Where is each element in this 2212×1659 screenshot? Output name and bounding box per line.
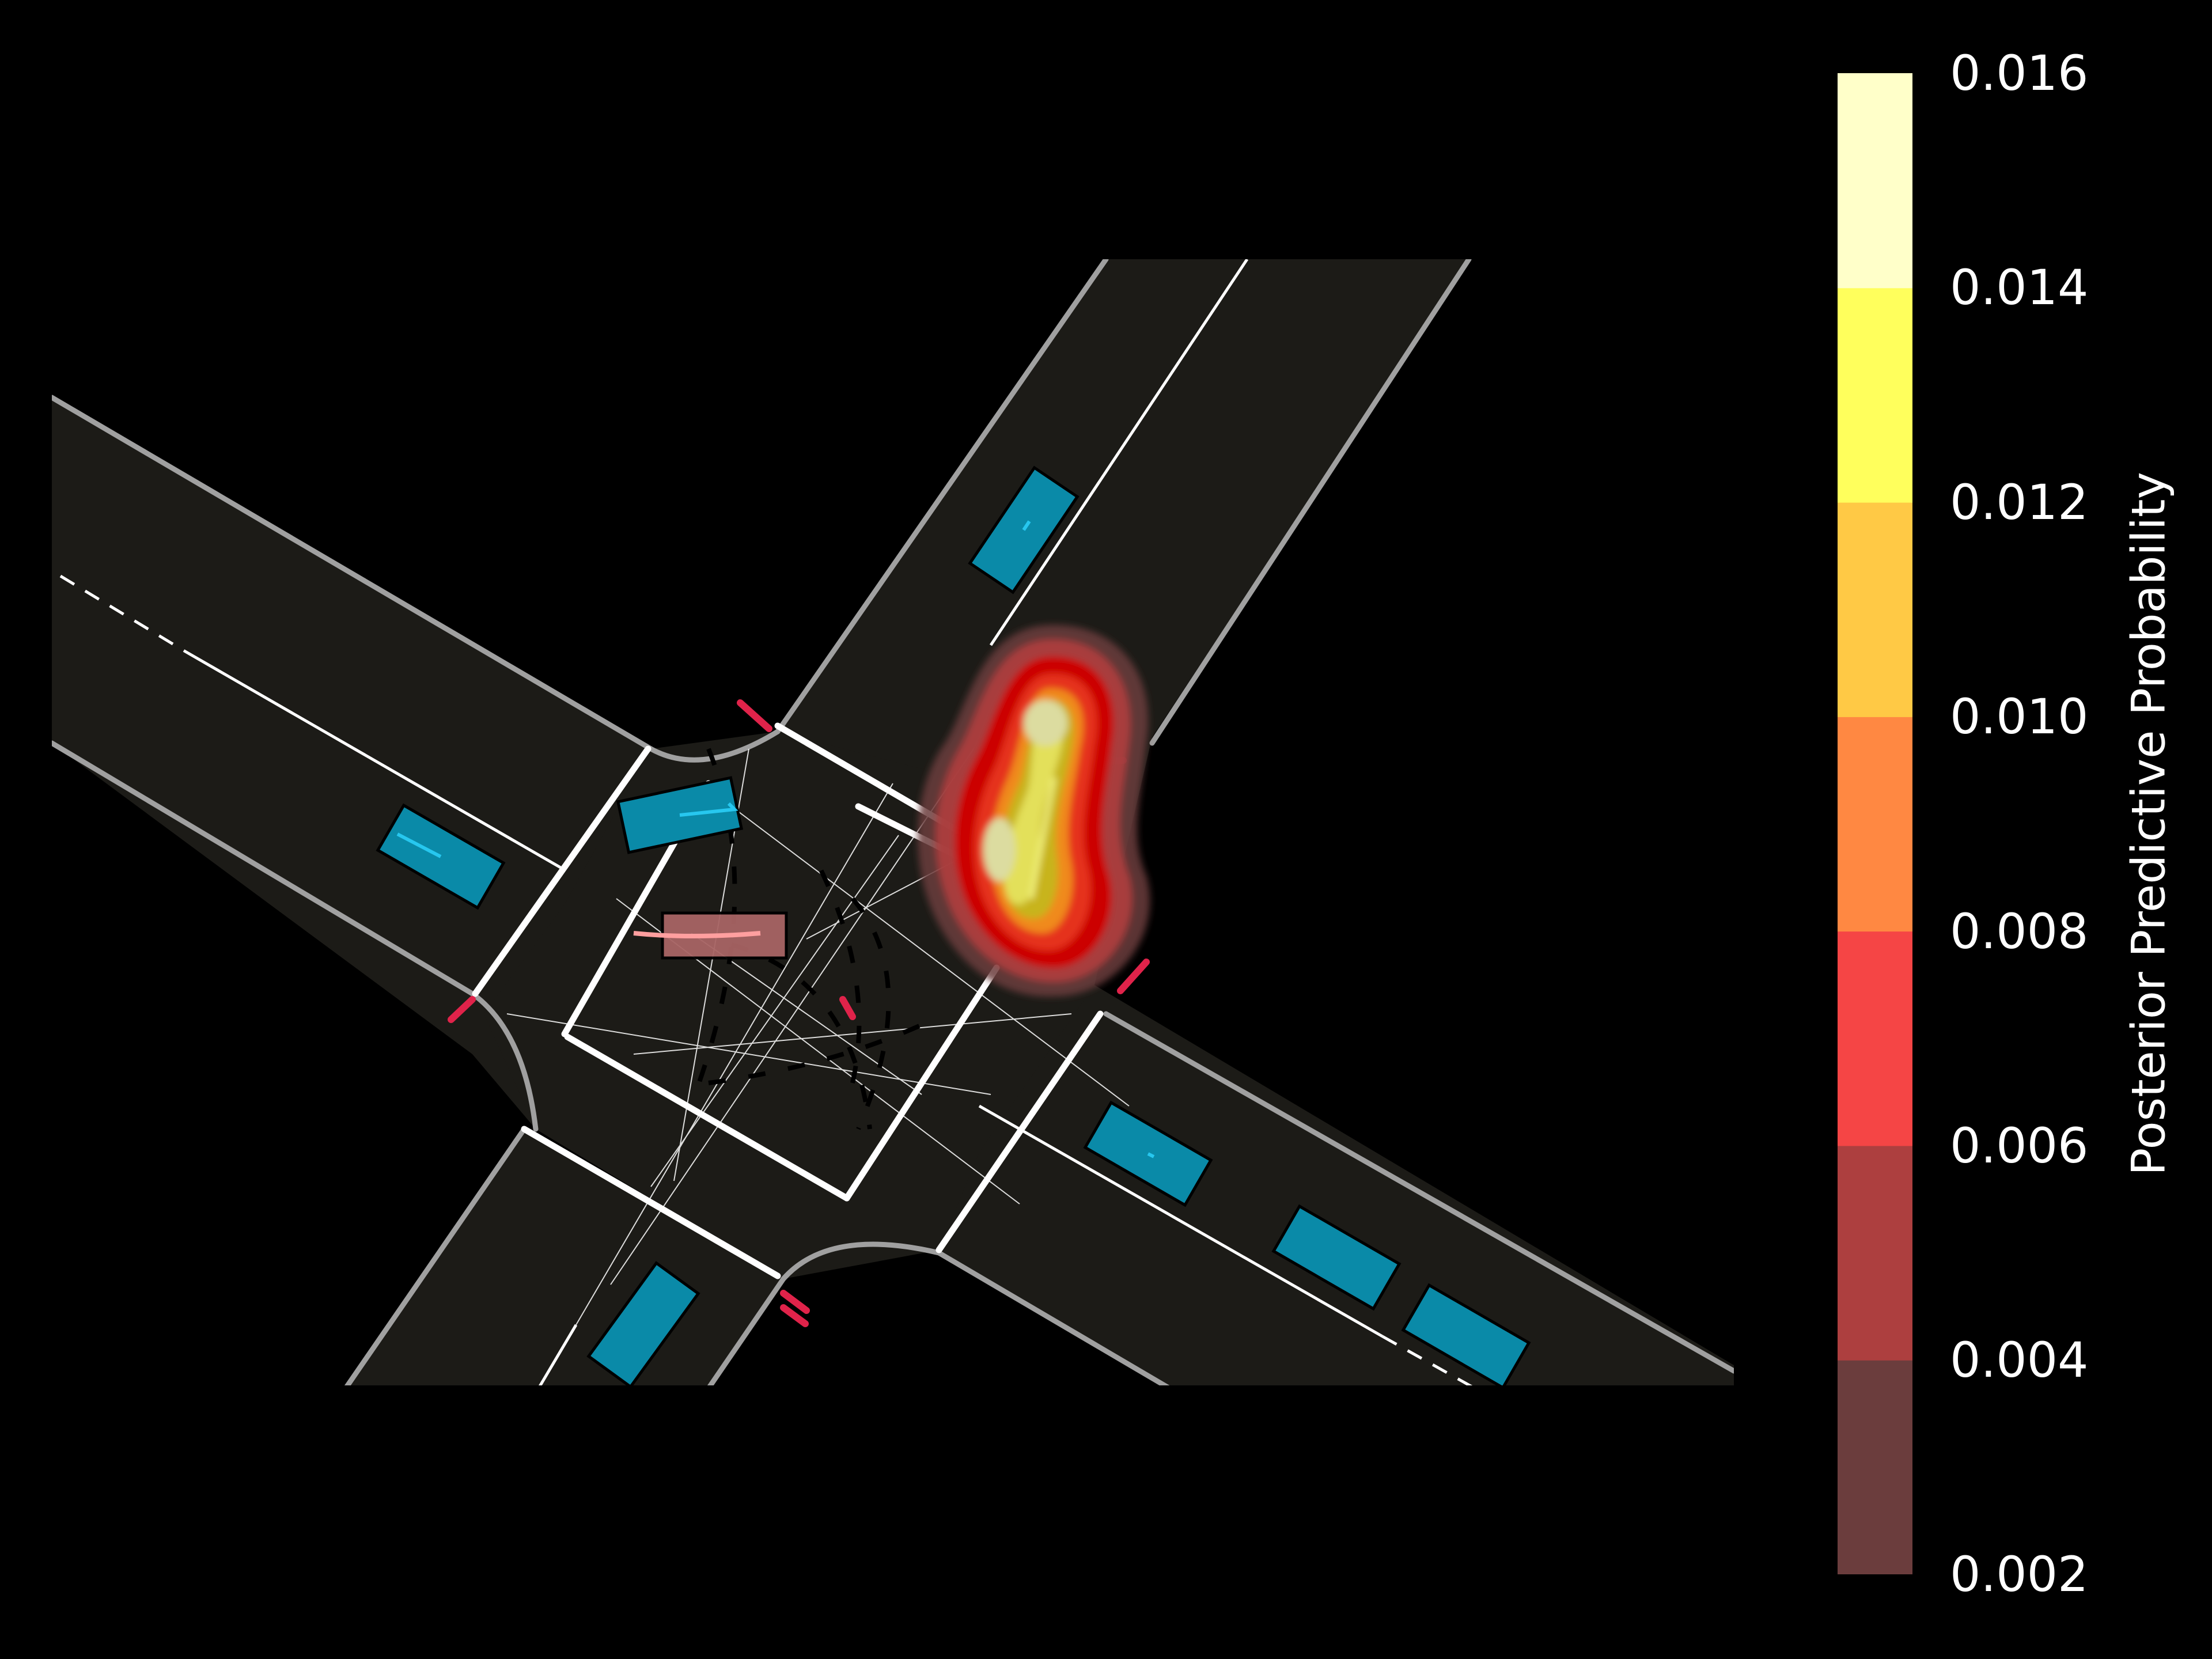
vehicle <box>586 1261 700 1385</box>
colorbar-band <box>1838 716 1912 932</box>
colorbar-band <box>1838 1359 1912 1574</box>
colorbar-title: Posterior Predictive Probability <box>2122 472 2176 1176</box>
colorbar-band <box>1838 931 1912 1146</box>
posterior-heatmap <box>918 624 1150 997</box>
colorbar-tick-label: 0.012 <box>1950 474 2089 531</box>
colorbar-band <box>1838 73 1912 289</box>
colorbar-tick-label: 0.008 <box>1950 903 2089 960</box>
intersection-scene <box>52 259 1734 1385</box>
vehicle <box>1271 1204 1402 1311</box>
colorbar-tick-label: 0.010 <box>1950 688 2089 745</box>
lane-lines <box>59 259 1473 1385</box>
heat-level-7 <box>1004 706 1063 904</box>
heat-peak-lower <box>983 818 1016 881</box>
colorbar-tick-label: 0.014 <box>1950 259 2089 316</box>
road-edges <box>52 259 1734 1385</box>
colorbar-tick-label: 0.002 <box>1950 1546 2089 1603</box>
vehicle <box>1401 1283 1531 1385</box>
heat-peak-upper <box>1024 700 1067 746</box>
colorbar-band <box>1838 502 1912 717</box>
colorbar-tick-label: 0.016 <box>1950 45 2089 101</box>
colorbar <box>1838 73 1912 1574</box>
ego-vehicle <box>633 911 788 960</box>
vehicle-headings <box>396 520 1155 1158</box>
colorbar-tick-label: 0.004 <box>1950 1332 2089 1388</box>
colorbar-tick-label: 0.006 <box>1950 1118 2089 1174</box>
colorbar-band <box>1838 287 1912 503</box>
colorbar-band <box>1838 1145 1912 1361</box>
